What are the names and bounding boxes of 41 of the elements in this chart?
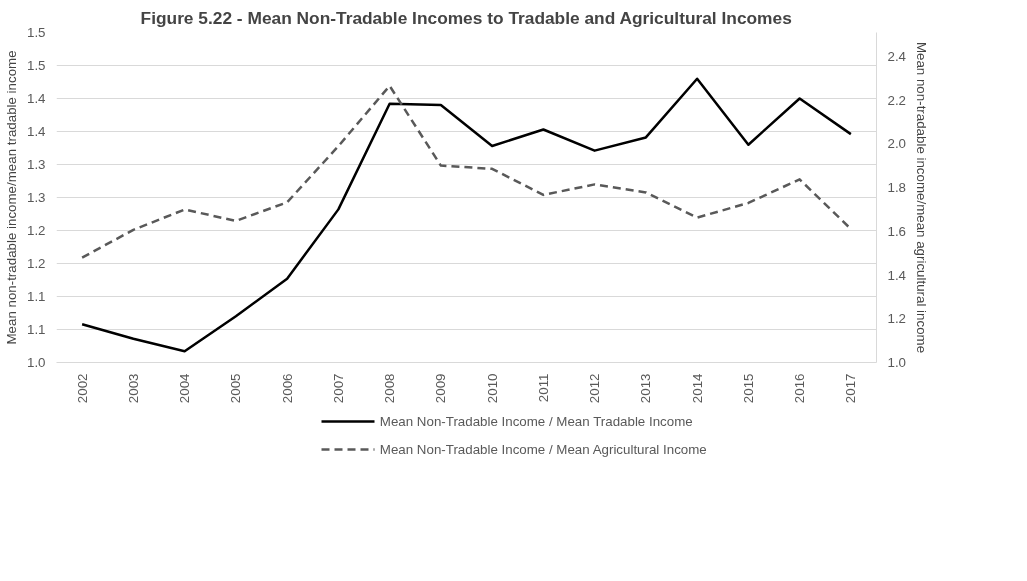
x-tick-label: 2013 [638, 373, 654, 404]
line-series [80, 77, 853, 353]
y-tick-label: 1.1 [26, 289, 46, 304]
y-tick-label: 1.2 [26, 223, 46, 238]
y2-tick-label: 1.8 [887, 180, 907, 196]
x-tick-label: 2011 [535, 373, 551, 403]
x-tick-label: 2017 [843, 373, 859, 404]
x-tick-label: 2014 [689, 372, 705, 404]
y-tick-label: 1.5 [26, 58, 46, 73]
y2-tick-label: 1.6 [887, 223, 907, 239]
x-tick-label: 2002 [74, 373, 90, 404]
y2-tick-label: 2.0 [887, 136, 907, 152]
legend-label: Mean Non-Tradable Income / Mean Tradable Income [379, 414, 693, 429]
x-tick-label: 2009 [433, 373, 449, 404]
x-tick-label: 2012 [587, 373, 603, 404]
y2-tick-label: 1.2 [887, 311, 907, 327]
y-tick-label: 1.4 [26, 124, 47, 139]
y2-tick-label: 2.2 [887, 92, 907, 108]
y-axis-title: Mean non-tradable income/mean tradable income [3, 50, 19, 345]
x-tick-label: 2006 [279, 373, 295, 404]
y-tick-label: 1.3 [26, 190, 46, 205]
x-tick-label: 2015 [740, 373, 756, 404]
y-tick-label: 1.3 [26, 157, 46, 172]
x-tick-label: 2007 [330, 373, 346, 404]
x-tick-label: 2016 [792, 373, 808, 404]
y2-tick-label: 1.4 [887, 267, 907, 283]
x-tick-label: 2005 [228, 373, 244, 404]
y-tick-label: 1.5 [26, 25, 46, 40]
y-tick-label: 1.0 [26, 355, 46, 370]
y2-axis-title: Mean non-tradable income/mean agricultural income [914, 41, 930, 354]
chart-title: Figure 5.22 - Mean Non-Tradable Incomes to Tradable and Agricultural Incomes [140, 7, 792, 28]
x-tick-label: 2008 [382, 373, 398, 404]
y2-tick-label: 1.0 [887, 355, 907, 370]
y-tick-label: 1.2 [26, 256, 46, 271]
x-tick-label: 2003 [125, 373, 141, 404]
x-tick-label: 2004 [177, 372, 193, 404]
x-tick-label: 2010 [484, 373, 500, 404]
y2-tick-label: 2.4 [887, 49, 907, 65]
y-tick-label: 1.4 [26, 91, 47, 106]
y-tick-label: 1.1 [26, 322, 46, 337]
legend-label: Mean Non-Tradable Income / Mean Agricultural Income [379, 442, 707, 457]
